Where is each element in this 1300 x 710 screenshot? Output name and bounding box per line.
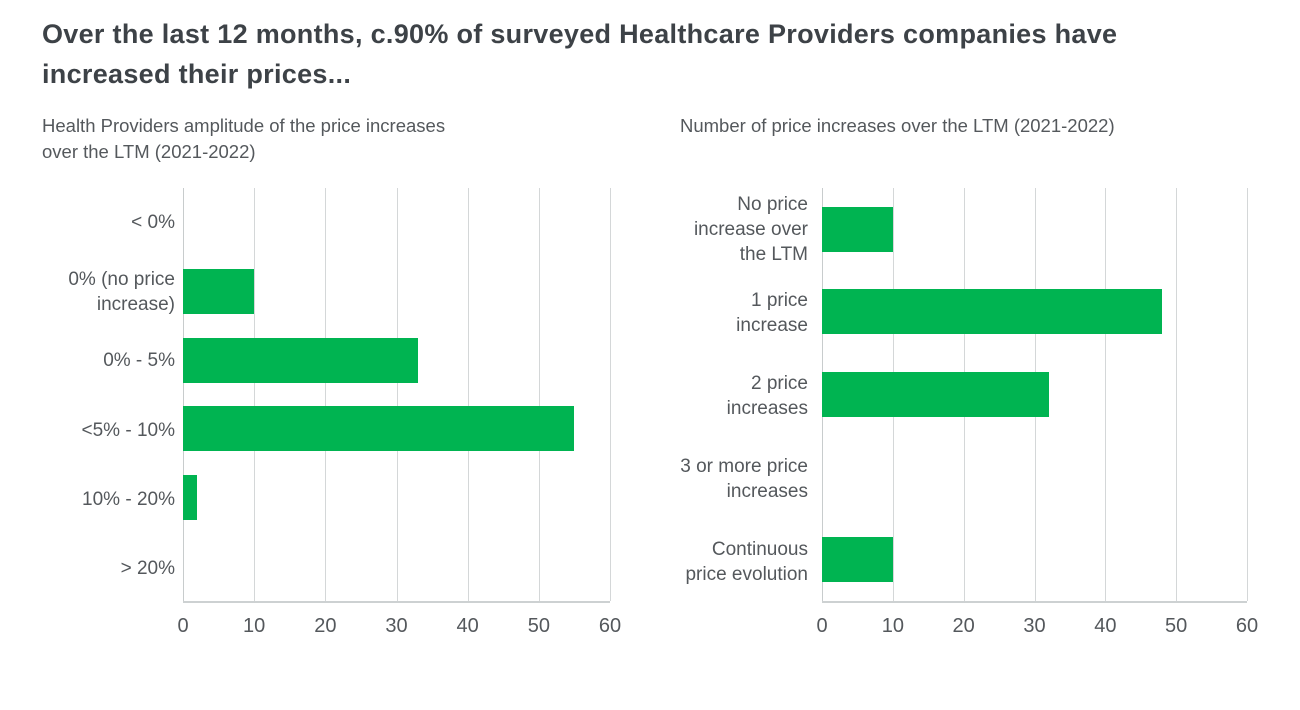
gridline <box>1105 188 1107 601</box>
bar-row <box>183 326 610 395</box>
category-label: Continuous price evolution <box>685 538 808 585</box>
x-tick-label: 40 <box>1094 615 1117 637</box>
chart-title: Number of price increases over the LTM (… <box>680 115 1115 136</box>
plot-column: 0 10 20 30 40 50 60 <box>816 188 1258 641</box>
bar-rows <box>183 188 610 601</box>
gridline <box>1247 188 1248 601</box>
plot-area <box>183 188 611 603</box>
x-tick-label: 0 <box>177 615 189 637</box>
category-label: <5% - 10% <box>81 419 175 441</box>
category-label: 10% - 20% <box>82 488 175 510</box>
gridline <box>396 188 398 601</box>
bar-row <box>183 394 610 463</box>
category-row: 3 or more price increases <box>640 437 808 520</box>
gridline <box>254 188 256 601</box>
bar-row <box>822 271 1247 354</box>
category-axis: No price increase over the LTM 1 price in… <box>640 188 808 603</box>
bar <box>822 371 1049 417</box>
category-row: <5% - 10% <box>42 396 175 465</box>
category-label: < 0% <box>131 212 175 234</box>
category-label: 3 or more price increases <box>680 455 808 502</box>
category-row: > 20% <box>42 534 175 603</box>
bar <box>183 475 198 521</box>
category-row: 10% - 20% <box>42 465 175 534</box>
category-row: 0% - 5% <box>42 326 175 395</box>
bar-row <box>183 257 610 326</box>
bar <box>183 337 418 383</box>
category-row: Continuous price evolution <box>640 520 808 603</box>
bar-row <box>183 188 610 257</box>
category-axis: < 0% 0% (no price increase) 0% - 5% <5% - 1… <box>42 188 175 603</box>
x-tick-label: 30 <box>385 615 408 637</box>
bar-chart: < 0% 0% (no price increase) 0% - 5% <5% - 1… <box>42 188 621 641</box>
x-tick-label: 50 <box>527 615 550 637</box>
bar <box>822 537 893 583</box>
bar-row <box>822 436 1247 519</box>
category-row: 2 price increases <box>640 354 808 437</box>
x-tick-label: 10 <box>881 615 904 637</box>
x-tick-label: 60 <box>1235 615 1259 637</box>
category-row: 0% (no price increase) <box>42 257 175 326</box>
gridline <box>183 188 184 601</box>
category-label: 0% (no price increase) <box>68 268 175 315</box>
x-tick-label: 0 <box>816 615 828 637</box>
chart-title: Health Providers amplitude of the price … <box>42 115 446 162</box>
bar <box>183 268 255 314</box>
gridline <box>467 188 469 601</box>
gridline <box>1176 188 1178 601</box>
plot-column: 0 10 20 30 40 50 60 <box>177 188 621 641</box>
category-label: 2 price increases <box>726 372 808 419</box>
x-axis: 0 10 20 30 40 50 60 <box>816 615 1258 641</box>
bar-row <box>183 463 610 532</box>
plot-area <box>822 188 1248 603</box>
page-title: Over the last 12 months, c.90% of survey… <box>42 19 1118 89</box>
bar-chart: No price increase over the LTM 1 price in… <box>640 188 1258 641</box>
gridline <box>538 188 540 601</box>
x-tick-label: 20 <box>314 615 337 637</box>
x-axis: 0 10 20 30 40 50 60 <box>177 615 621 641</box>
x-tick-label: 30 <box>1023 615 1046 637</box>
bar-row <box>822 518 1247 601</box>
x-tick-label: 50 <box>1165 615 1188 637</box>
bar-row <box>822 353 1247 436</box>
x-tick-label: 10 <box>243 615 266 637</box>
bar <box>822 206 893 252</box>
bar <box>183 406 575 452</box>
category-label: No price increase over the LTM <box>693 194 808 265</box>
gridline <box>610 188 611 601</box>
x-tick-label: 40 <box>456 615 479 637</box>
category-label: > 20% <box>120 557 175 579</box>
x-tick-label: 60 <box>598 615 622 637</box>
bar-rows <box>822 188 1247 601</box>
category-label: 1 price increase <box>736 289 808 336</box>
category-row: < 0% <box>42 188 175 257</box>
bar <box>822 289 1162 335</box>
category-row: No price increase over the LTM <box>640 188 808 271</box>
bar-row <box>822 188 1247 271</box>
category-row: 1 price increase <box>640 271 808 354</box>
chart-price-amplitude: Health Providers amplitude of the price … <box>42 113 621 641</box>
gridline <box>325 188 327 601</box>
bar-row <box>183 532 610 601</box>
category-label: 0% - 5% <box>103 350 175 372</box>
x-tick-label: 20 <box>952 615 975 637</box>
chart-price-increase-count: Number of price increases over the LTM (… <box>640 113 1258 641</box>
charts-row: Health Providers amplitude of the price … <box>42 113 1258 641</box>
